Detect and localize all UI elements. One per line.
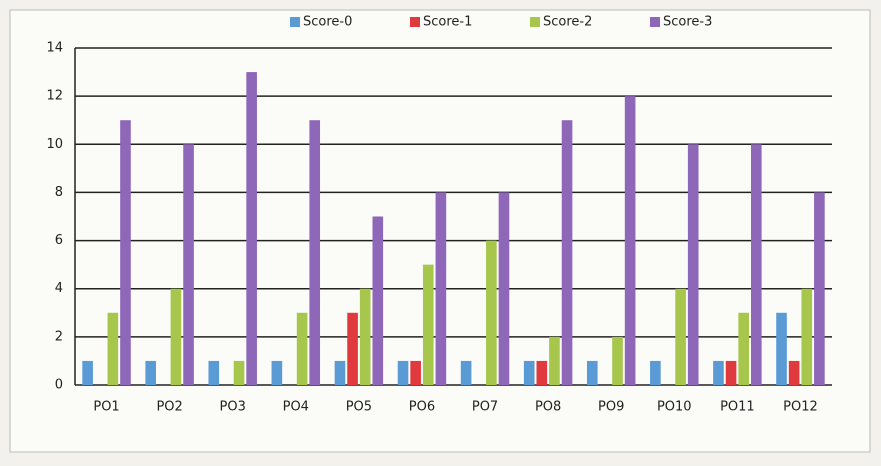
x-tick-label: PO1 <box>93 400 119 415</box>
bar <box>359 288 371 385</box>
bar <box>687 144 699 385</box>
bar <box>271 360 283 385</box>
bar <box>233 360 245 385</box>
y-tick-label: 10 <box>46 137 63 152</box>
legend-label: Score-0 <box>303 15 352 30</box>
x-tick-label: PO8 <box>535 400 561 415</box>
y-tick-label: 2 <box>55 329 63 344</box>
x-tick-label: PO2 <box>156 400 182 415</box>
bar <box>372 216 384 385</box>
bar <box>675 288 686 385</box>
bar <box>422 264 434 385</box>
x-tick-label: PO7 <box>472 400 498 415</box>
bar <box>650 360 661 385</box>
bar <box>725 360 737 385</box>
bar <box>561 120 573 385</box>
bar <box>788 360 800 385</box>
bar <box>486 240 497 385</box>
legend-swatch <box>410 17 420 27</box>
bar <box>801 288 813 385</box>
bar <box>296 312 308 385</box>
y-tick-label: 0 <box>55 378 63 393</box>
bar <box>624 96 636 386</box>
legend-swatch <box>650 17 660 27</box>
bar <box>814 192 825 385</box>
bar <box>776 312 787 385</box>
bar <box>612 336 623 385</box>
bar <box>120 120 131 385</box>
bar <box>498 192 510 385</box>
legend-label: Score-1 <box>423 15 472 30</box>
x-tick-label: PO4 <box>283 400 309 415</box>
bar <box>309 120 321 385</box>
x-tick-label: PO5 <box>346 400 372 415</box>
bar <box>397 360 409 385</box>
legend-swatch <box>290 17 300 27</box>
bar <box>208 360 220 385</box>
y-tick-label: 4 <box>55 281 63 296</box>
bar <box>82 360 93 385</box>
bar <box>460 360 472 385</box>
x-tick-label: PO12 <box>783 400 818 415</box>
bar <box>170 288 182 385</box>
legend-swatch <box>530 17 540 27</box>
bar <box>713 360 724 385</box>
x-tick-label: PO6 <box>409 400 435 415</box>
y-tick-label: 12 <box>46 89 63 104</box>
bar <box>145 360 157 385</box>
legend-label: Score-2 <box>543 15 592 30</box>
x-tick-label: PO9 <box>598 400 624 415</box>
bar <box>183 144 194 385</box>
bar <box>549 336 560 385</box>
x-tick-label: PO11 <box>720 400 755 415</box>
bar <box>334 360 346 385</box>
y-tick-label: 8 <box>55 185 63 200</box>
bar <box>107 312 119 385</box>
y-tick-label: 6 <box>55 233 63 248</box>
bar <box>347 312 358 385</box>
bar <box>246 72 257 386</box>
bar <box>435 192 447 385</box>
bar <box>410 360 421 385</box>
bar <box>523 360 535 385</box>
bar <box>536 360 548 385</box>
bar <box>750 144 762 385</box>
bar <box>738 312 749 385</box>
y-tick-label: 14 <box>46 41 63 56</box>
x-tick-label: PO3 <box>220 400 246 415</box>
x-tick-label: PO10 <box>657 400 692 415</box>
legend-label: Score-3 <box>663 15 712 30</box>
bar <box>586 360 598 385</box>
